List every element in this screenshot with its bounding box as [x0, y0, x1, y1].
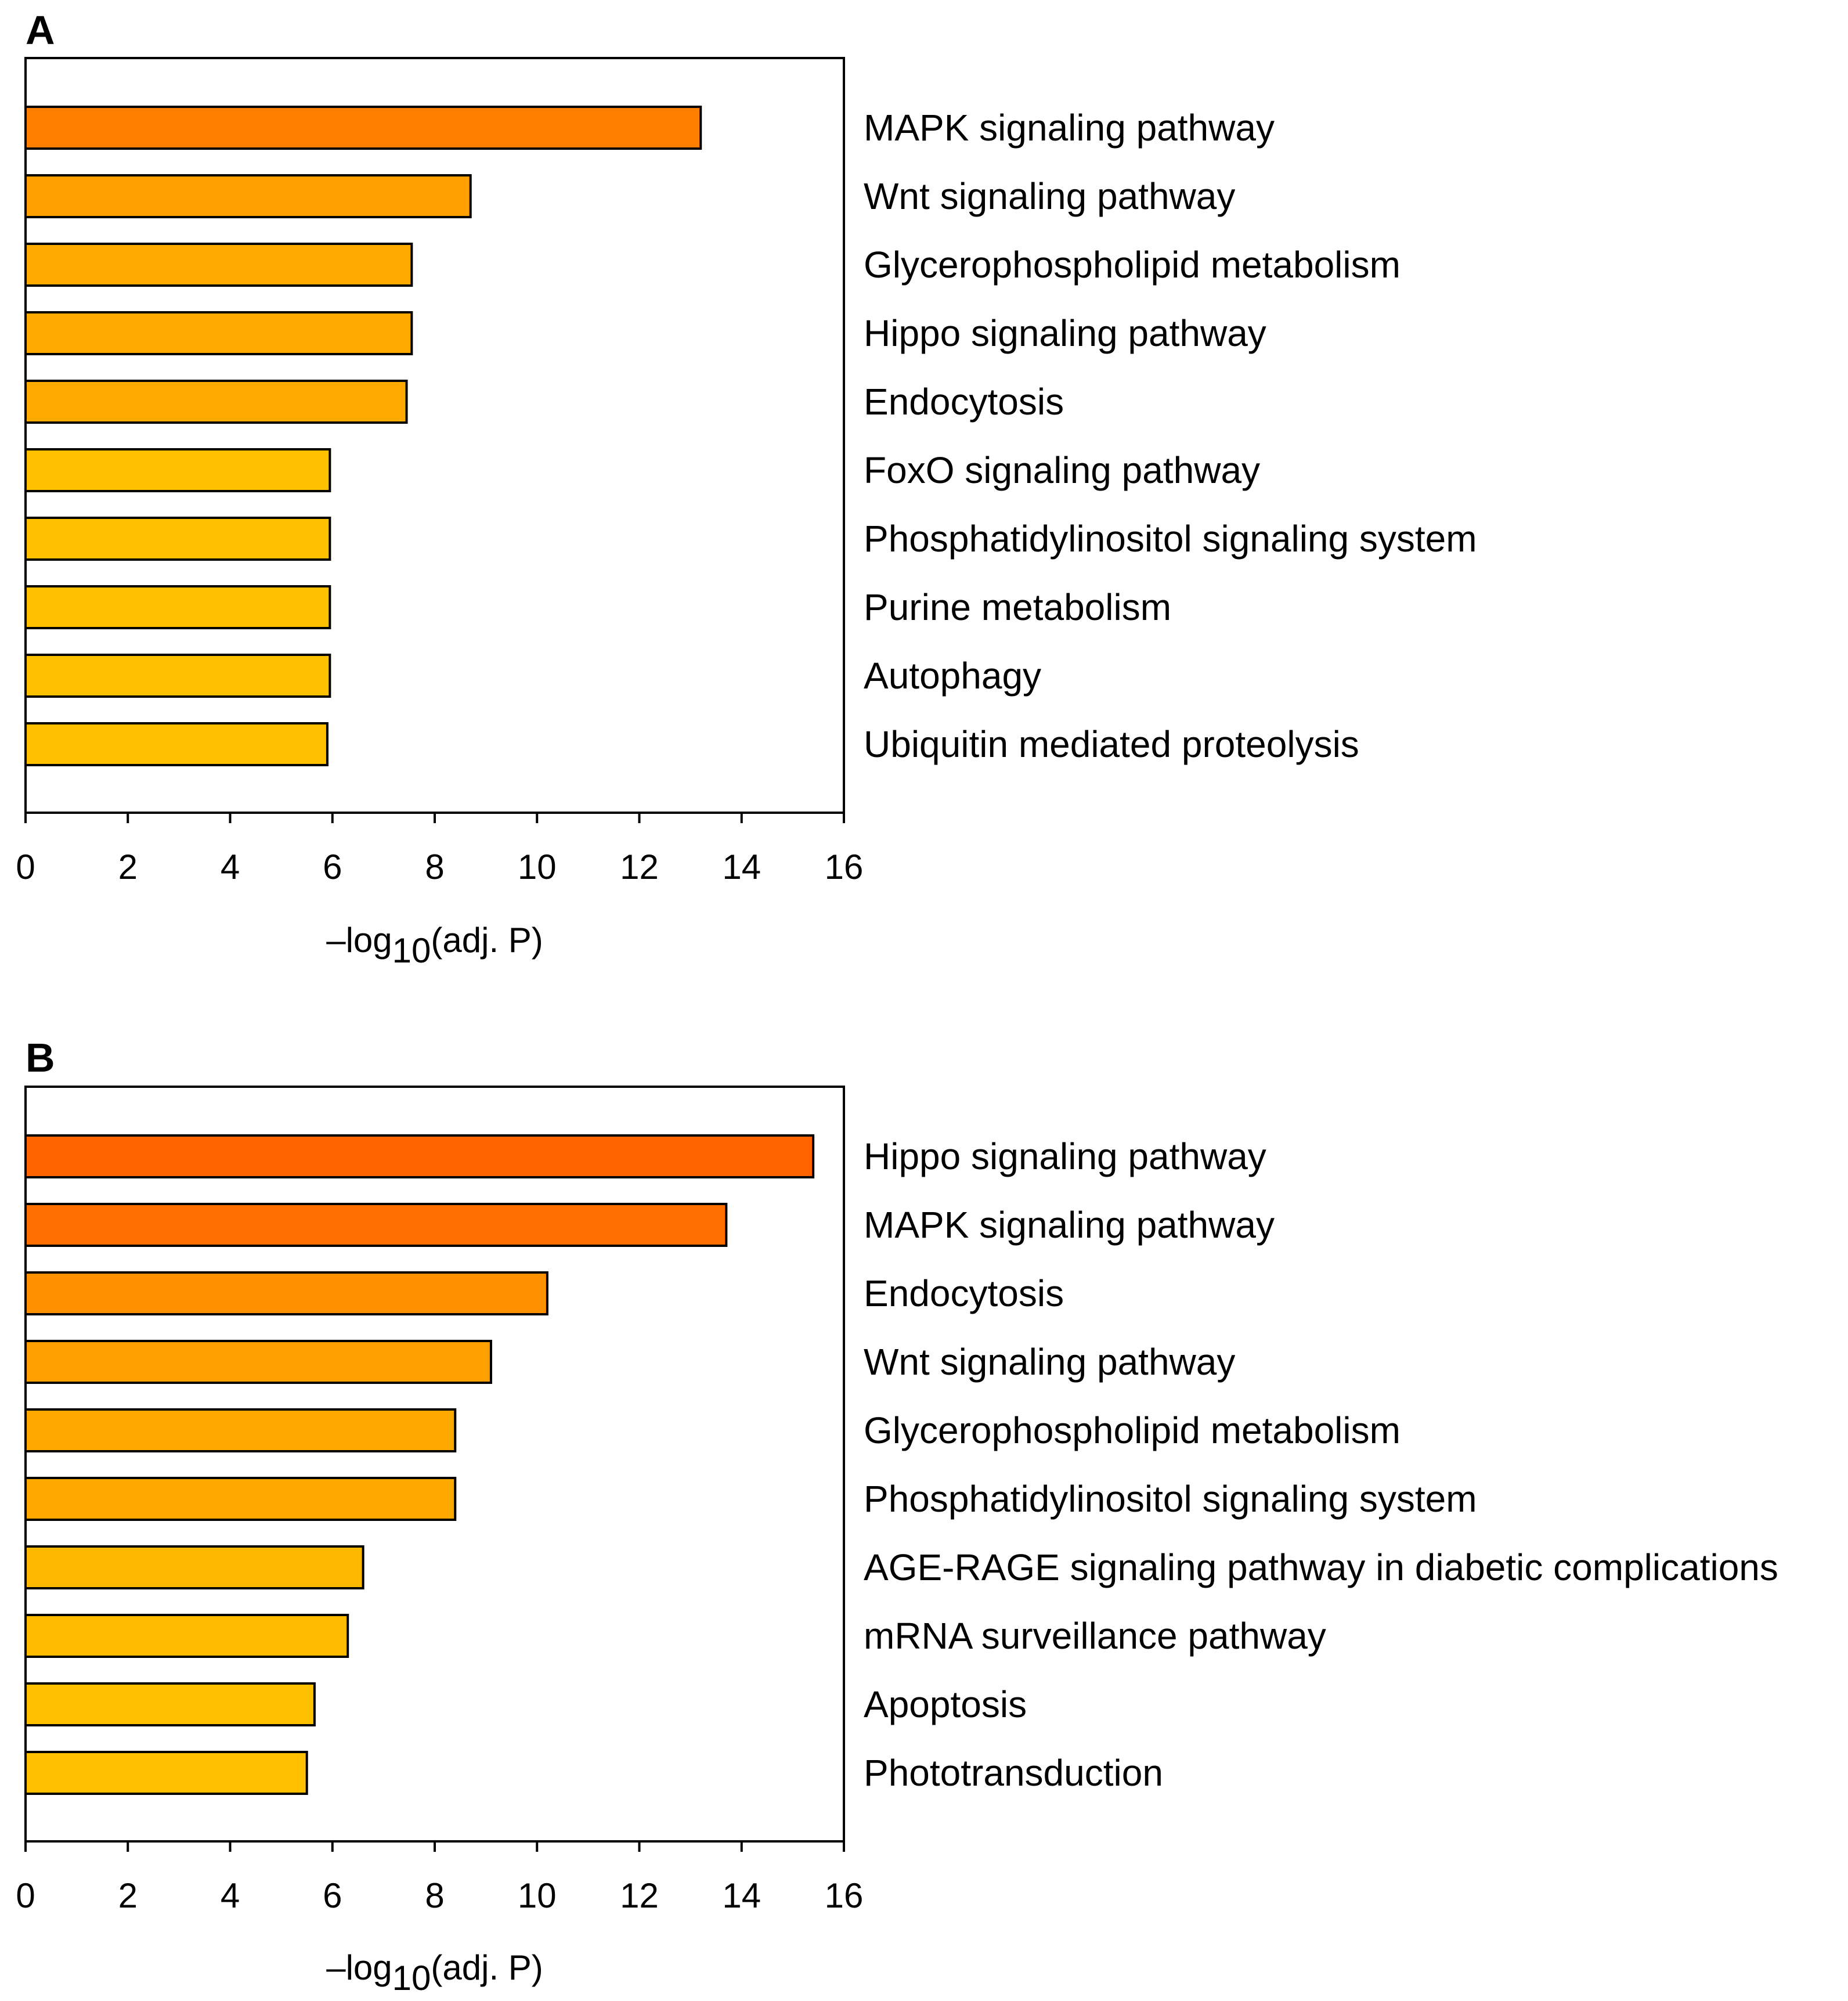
x-tick-label: 6: [323, 1876, 342, 1915]
category-label: Phosphatidylinositol signaling system: [864, 1478, 1477, 1520]
category-label: Phosphatidylinositol signaling system: [864, 518, 1477, 560]
x-tick-label: 2: [118, 848, 138, 886]
x-tick-label: 0: [16, 848, 35, 886]
bar: [24, 311, 413, 355]
category-label: Glycerophospholipid metabolism: [864, 1409, 1401, 1451]
category-label: Ubiquitin mediated proteolysis: [864, 723, 1359, 765]
bar: [24, 722, 329, 766]
bar: [24, 1545, 364, 1589]
plot-frame: [24, 57, 845, 814]
bar: [24, 1408, 457, 1452]
category-label: AGE-RAGE signaling pathway in diabetic c…: [864, 1546, 1778, 1588]
panel-a: A MAPK signaling pathway Wnt signaling pat…: [16, 8, 1477, 970]
bar: [24, 1271, 548, 1315]
bar: [24, 1614, 349, 1658]
x-tick-label: 12: [620, 1876, 659, 1915]
bar: [24, 1134, 815, 1178]
x-axis-title: –log10(adj. P): [326, 1948, 543, 1998]
category-label: FoxO signaling pathway: [864, 449, 1260, 491]
category-label: MAPK signaling pathway: [864, 107, 1275, 149]
category-label: Glycerophospholipid metabolism: [864, 244, 1401, 286]
x-tick-label: 10: [518, 848, 557, 886]
category-label: Endocytosis: [864, 1272, 1064, 1314]
category-label: MAPK signaling pathway: [864, 1204, 1275, 1246]
panel-label: B: [26, 1035, 55, 1080]
x-tick-label: 4: [221, 1876, 240, 1915]
category-label: Purine metabolism: [864, 586, 1171, 628]
x-tick-label: 8: [425, 1876, 444, 1915]
category-label: Hippo signaling pathway: [864, 312, 1266, 354]
x-tick-label: 14: [722, 848, 761, 886]
bar: [24, 448, 331, 492]
x-tick-label: 2: [118, 1876, 138, 1915]
x-tick-label: 16: [825, 1876, 864, 1915]
category-label: Autophagy: [864, 655, 1041, 697]
bar: [24, 106, 702, 150]
bar: [24, 1682, 316, 1726]
bar: [24, 1751, 308, 1795]
category-label: Endocytosis: [864, 381, 1064, 423]
bar: [24, 174, 472, 218]
x-axis-title: –log10(adj. P): [326, 921, 543, 970]
x-tick-label: 6: [323, 848, 342, 886]
category-label: Apoptosis: [864, 1683, 1027, 1725]
bar: [24, 243, 413, 287]
bar: [24, 654, 331, 698]
x-tick-label: 4: [221, 848, 240, 886]
x-tick-label: 8: [425, 848, 444, 886]
panel-b: B Hippo signaling pathway MAPK signaling p…: [16, 1035, 1778, 1998]
bar: [24, 380, 408, 424]
category-label: Wnt signaling pathway: [864, 175, 1235, 217]
x-tick-label: 16: [825, 848, 864, 886]
x-tick-label: 10: [518, 1876, 557, 1915]
panel-label: A: [26, 8, 55, 53]
category-label: Wnt signaling pathway: [864, 1341, 1235, 1383]
category-label: Phototransduction: [864, 1752, 1163, 1794]
plot-frame: [24, 1086, 845, 1843]
bar: [24, 585, 331, 629]
category-label: mRNA surveillance pathway: [864, 1615, 1326, 1657]
bar: [24, 517, 331, 561]
x-tick-label: 12: [620, 848, 659, 886]
bar: [24, 1203, 728, 1247]
x-tick-label: 14: [722, 1876, 761, 1915]
bar: [24, 1477, 457, 1521]
bar: [24, 1340, 492, 1384]
x-tick-label: 0: [16, 1876, 35, 1915]
category-label: Hippo signaling pathway: [864, 1135, 1266, 1177]
